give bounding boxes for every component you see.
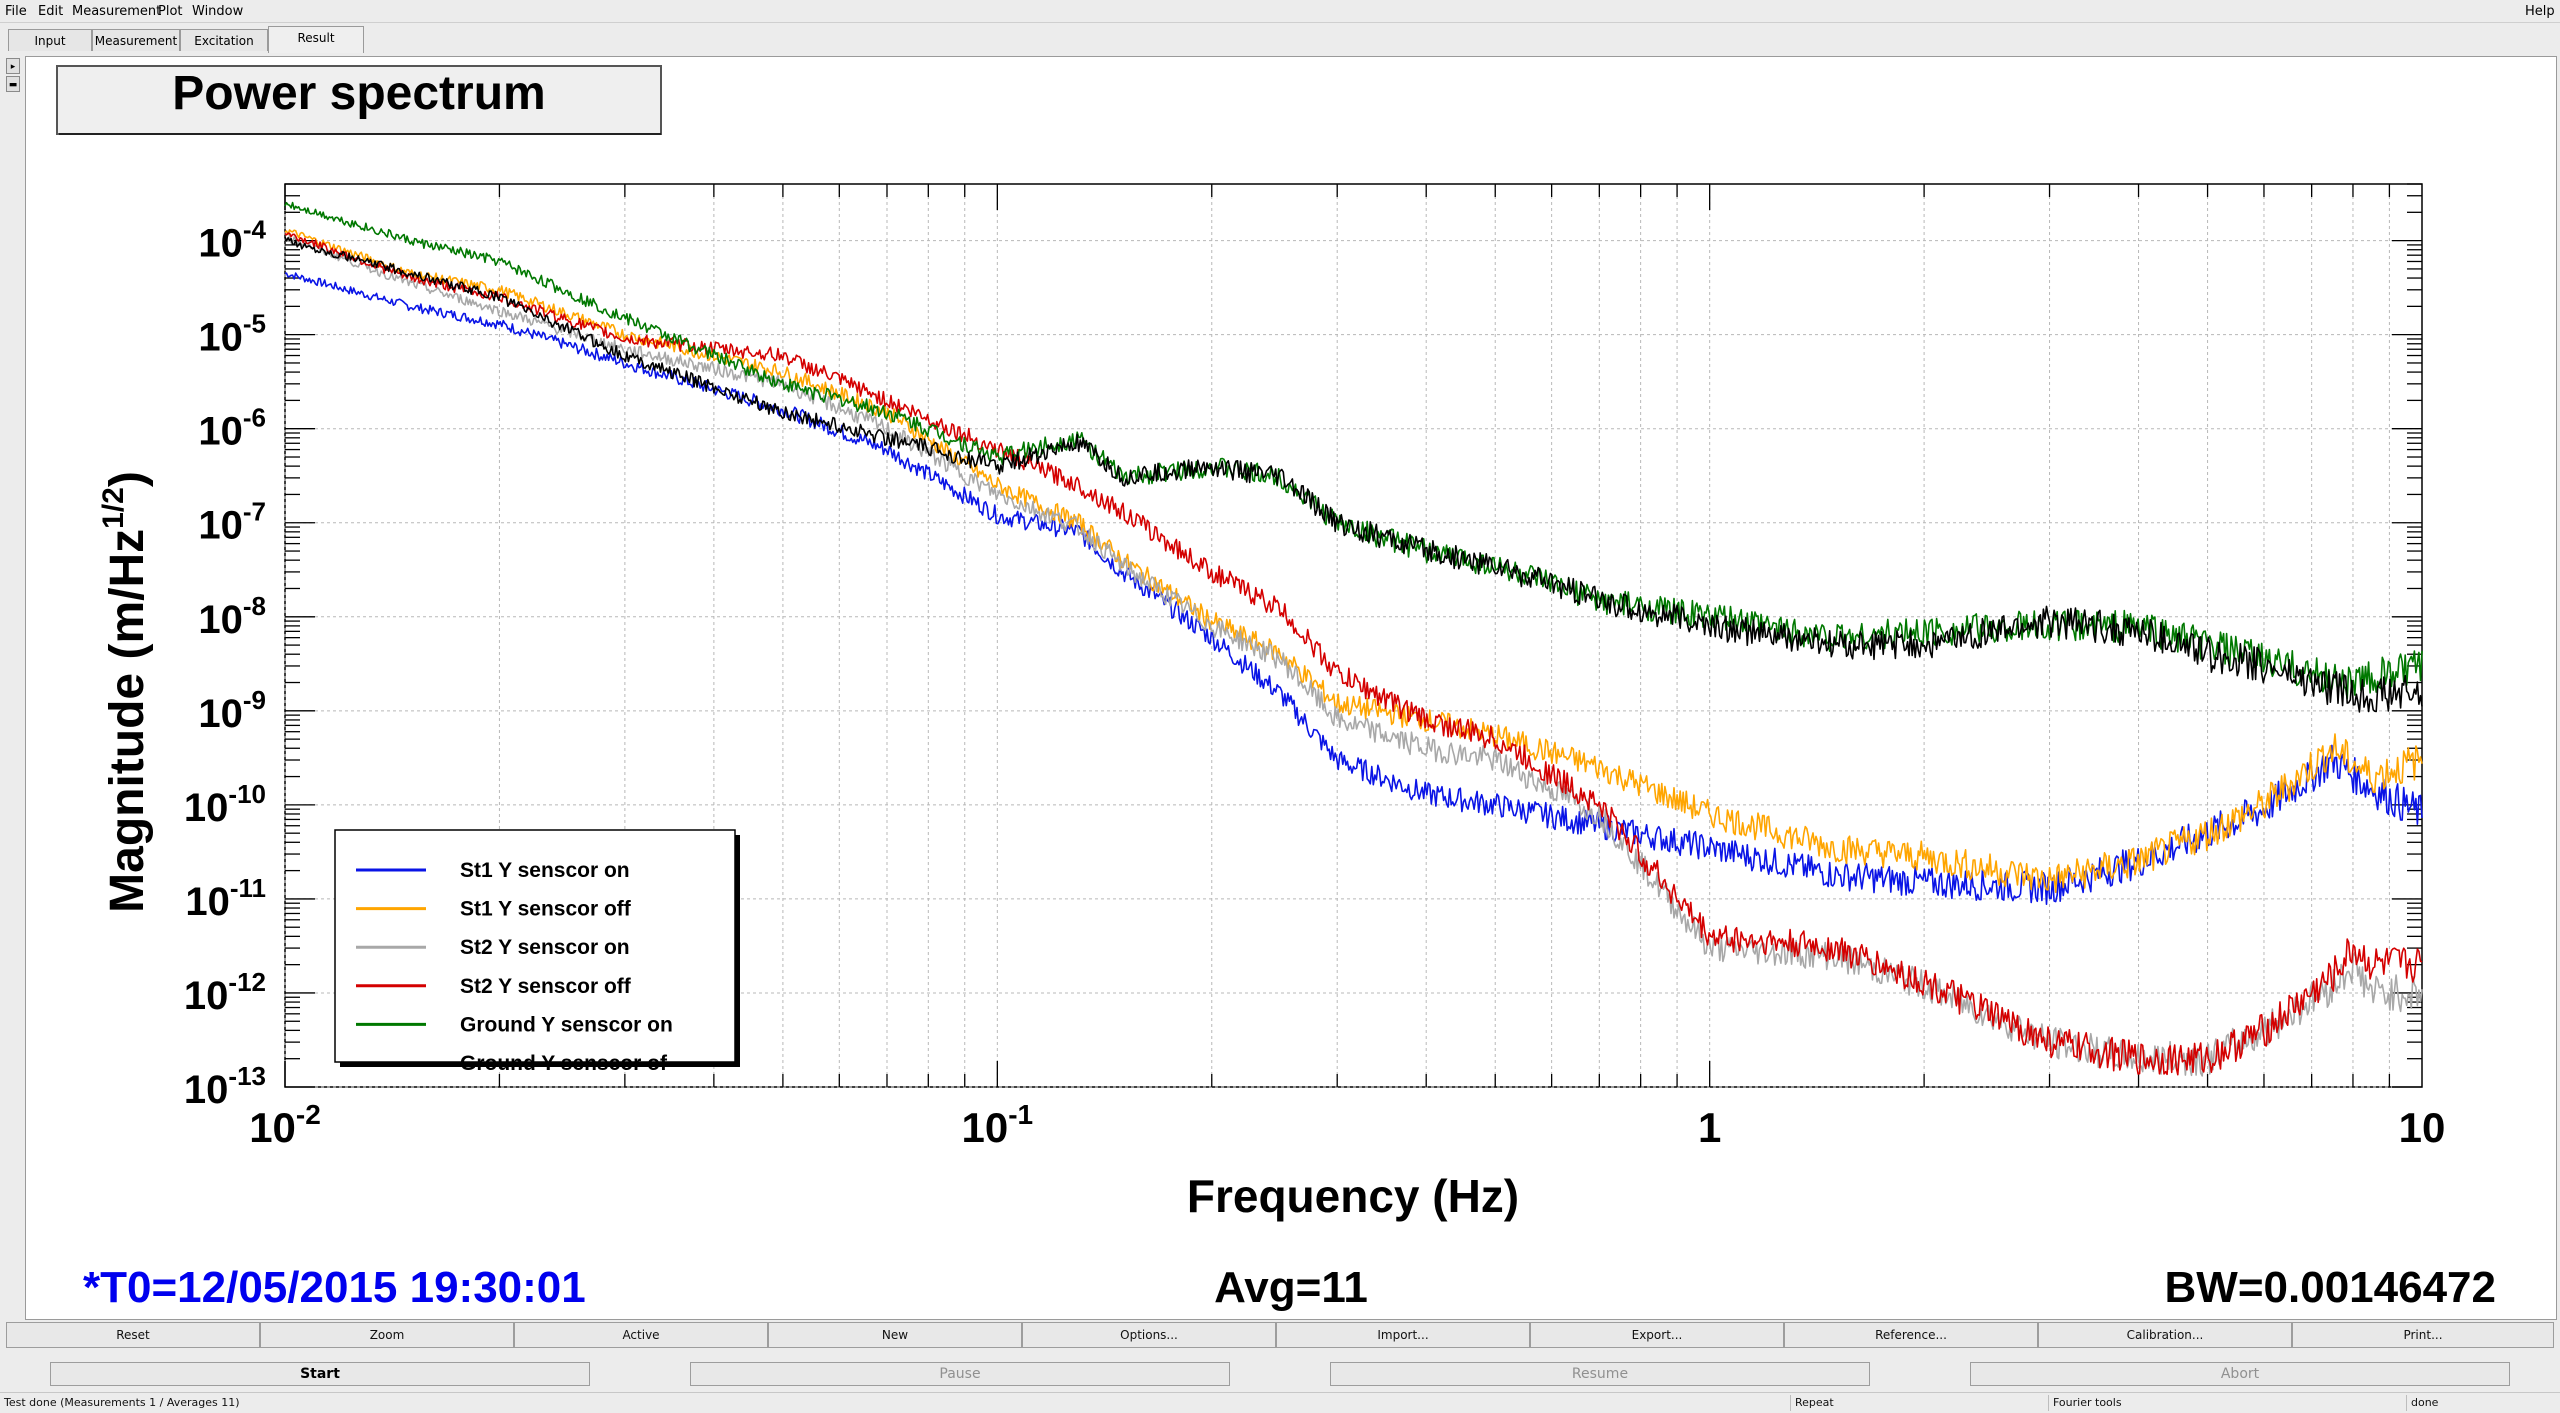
- menu-bar: File Edit Measurement Plot Window Help: [0, 0, 2560, 23]
- resume-button[interactable]: Resume: [1330, 1362, 1870, 1386]
- abort-button[interactable]: Abort: [1970, 1362, 2510, 1386]
- power-spectrum-chart: Power spectrum 10-2 10-1 1 10 10-410-510-61…: [56, 65, 2496, 1312]
- series-line-2: [284, 234, 2423, 1077]
- bw-label: BW=0.00146472: [2165, 1263, 2496, 1312]
- status-tools: Fourier tools: [2048, 1395, 2406, 1411]
- y-tick-label: 10-11: [185, 873, 266, 924]
- y-tick-label: 10-13: [184, 1061, 266, 1112]
- menu-measurement[interactable]: Measurement: [72, 4, 162, 19]
- series-group: [284, 201, 2423, 1077]
- menu-file[interactable]: File: [5, 4, 27, 19]
- series-line-5: [284, 236, 2423, 713]
- legend: St1 Y senscor on St1 Y senscor off St2 Y s…: [334, 829, 740, 1075]
- legend-label: St1 Y senscor off: [460, 898, 632, 921]
- y-tick-label: 10-9: [198, 685, 266, 736]
- reset-button[interactable]: Reset: [6, 1322, 260, 1348]
- x-tick-label: 10-2: [249, 1099, 321, 1151]
- x-ticks: 10-2 10-1 1 10: [249, 184, 2445, 1151]
- active-button[interactable]: Active: [514, 1322, 768, 1348]
- y-tick-label: 10-4: [198, 215, 266, 266]
- tab-measurement[interactable]: Measurement: [92, 29, 180, 51]
- y-tick-label: 10-10: [184, 779, 266, 830]
- status-state: done: [2406, 1395, 2560, 1411]
- menu-plot[interactable]: Plot: [158, 4, 183, 19]
- menu-help[interactable]: Help: [2525, 4, 2555, 19]
- tab-input[interactable]: Input: [8, 29, 92, 51]
- collapse-icon[interactable]: ▬: [6, 76, 20, 92]
- y-tick-label: 10-8: [198, 591, 266, 642]
- menu-window[interactable]: Window: [192, 4, 244, 19]
- status-message: Test done (Measurements 1 / Averages 11): [4, 1396, 240, 1409]
- series-line-0: [284, 272, 2423, 905]
- button-row-tools: Reset Zoom Active New Options... Import.…: [6, 1322, 2554, 1348]
- y-tick-label: 10-7: [198, 497, 266, 548]
- tab-bar: Input Measurement Excitation Result: [0, 26, 2560, 54]
- print-button[interactable]: Print...: [2292, 1322, 2554, 1348]
- pause-button[interactable]: Pause: [690, 1362, 1230, 1386]
- menu-edit[interactable]: Edit: [38, 4, 64, 19]
- export-button[interactable]: Export...: [1530, 1322, 1784, 1348]
- tab-excitation[interactable]: Excitation: [180, 29, 268, 51]
- legend-label: Ground Y senscor of: [460, 1052, 668, 1075]
- x-tick-label: 10: [2399, 1104, 2446, 1151]
- legend-label: St2 Y senscor off: [460, 975, 632, 998]
- calibration-button[interactable]: Calibration...: [2038, 1322, 2292, 1348]
- avg-label: Avg=11: [1214, 1263, 1368, 1312]
- x-tick-label: 10-1: [962, 1099, 1034, 1151]
- y-axis-label: Magnitude (m/Hz1/2): [97, 471, 154, 913]
- x-axis-label: Frequency (Hz): [1187, 1170, 1519, 1222]
- button-row-control: Start Pause Resume Abort: [6, 1362, 2554, 1388]
- y-tick-label: 10-12: [184, 967, 266, 1018]
- y-tick-label: 10-5: [198, 309, 266, 360]
- chart-title: Power spectrum: [172, 67, 545, 120]
- x-tick-label: 1: [1698, 1104, 1721, 1151]
- new-button[interactable]: New: [768, 1322, 1022, 1348]
- t0-label: *T0=12/05/2015 19:30:01: [83, 1263, 586, 1312]
- title-box: [56, 65, 662, 135]
- series-line-3: [284, 232, 2423, 1076]
- y-tick-label: 10-6: [198, 403, 266, 454]
- status-repeat: Repeat: [1790, 1395, 2048, 1411]
- reference-button[interactable]: Reference...: [1784, 1322, 2038, 1348]
- plot-canvas[interactable]: Power spectrum 10-2 10-1 1 10 10-4 10-5 10-6 1…: [25, 56, 2557, 1320]
- import-button[interactable]: Import...: [1276, 1322, 1530, 1348]
- expand-arrow-icon[interactable]: ▸: [6, 58, 20, 74]
- series-line-1: [284, 229, 2423, 894]
- options-button[interactable]: Options...: [1022, 1322, 1276, 1348]
- zoom-button[interactable]: Zoom: [260, 1322, 514, 1348]
- tab-result[interactable]: Result: [268, 26, 364, 53]
- legend-label: Ground Y senscor on: [460, 1013, 673, 1036]
- y-ticks: 10-4 10-5 10-6 10-7 10-8 10-9 10-10 10-11 10-12 1…: [184, 183, 2422, 1112]
- status-bar: Test done (Measurements 1 / Averages 11)…: [0, 1392, 2560, 1413]
- legend-label: St2 Y senscor on: [460, 936, 630, 959]
- start-button[interactable]: Start: [50, 1362, 590, 1386]
- legend-label: St1 Y senscor on: [460, 859, 630, 882]
